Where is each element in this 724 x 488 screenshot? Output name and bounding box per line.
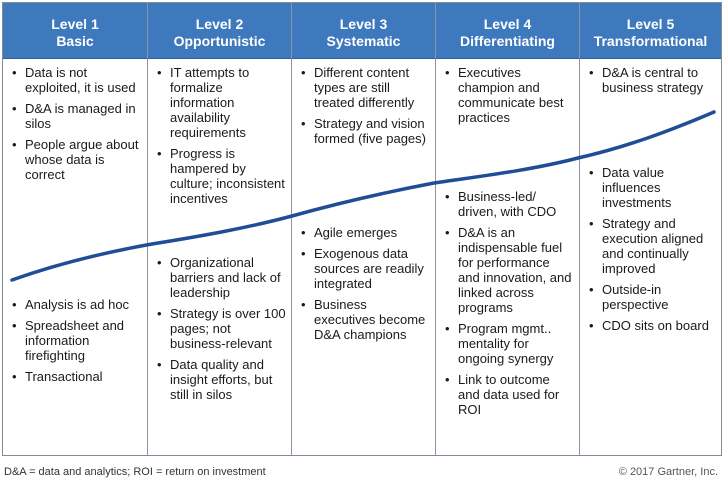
level-2-column: Level 2 Opportunistic IT attempts to for…: [147, 3, 291, 455]
level-1-lower-list: Analysis is ad hoc Spreadsheet and infor…: [3, 297, 147, 390]
level-5-header: Level 5 Transformational: [580, 3, 721, 59]
list-item: Analysis is ad hoc: [3, 297, 147, 312]
level-1-number: Level 1: [51, 16, 99, 32]
level-2-name: Opportunistic: [173, 33, 266, 49]
list-item: Executives champion and communicate best…: [436, 65, 579, 125]
list-item: D&A is central to business strategy: [580, 65, 721, 95]
list-item: CDO sits on board: [580, 318, 721, 333]
list-item: People argue about whose data is correct: [3, 137, 147, 182]
level-1-upper-list: Data is not exploited, it is used D&A is…: [3, 65, 147, 188]
level-4-upper-list: Executives champion and communicate best…: [436, 65, 579, 131]
list-item: D&A is an indispensable fuel for perform…: [436, 225, 579, 315]
level-5-upper-list: D&A is central to business strategy: [580, 65, 721, 101]
level-4-lower-list: Business-led/ driven, with CDO D&A is an…: [436, 189, 579, 423]
level-3-number: Level 3: [339, 16, 388, 32]
list-item: Different content types are still treate…: [292, 65, 435, 110]
list-item: Progress is hampered by culture; inconsi…: [148, 146, 291, 206]
level-3-header: Level 3 Systematic: [292, 3, 435, 59]
list-item: IT attempts to formalize information ava…: [148, 65, 291, 140]
level-4-number: Level 4: [483, 16, 532, 32]
level-1-header: Level 1 Basic: [3, 3, 147, 59]
level-3-lower-list: Agile emerges Exogenous data sources are…: [292, 225, 435, 348]
level-2-lower-list: Organizational barriers and lack of lead…: [148, 255, 291, 408]
list-item: Outside-in perspective: [580, 282, 721, 312]
level-1-column: Level 1 Basic Data is not exploited, it …: [3, 3, 147, 455]
list-item: Business-led/ driven, with CDO: [436, 189, 579, 219]
level-3-column: Level 3 Systematic Different content typ…: [291, 3, 435, 455]
list-item: Transactional: [3, 369, 147, 384]
level-5-name: Transformational: [593, 33, 708, 49]
list-item: D&A is managed in silos: [3, 101, 147, 131]
level-4-column: Level 4 Differentiating Executives champ…: [435, 3, 579, 455]
footnote: D&A = data and analytics; ROI = return o…: [4, 466, 266, 478]
copyright: © 2017 Gartner, Inc.: [618, 466, 718, 478]
list-item: Organizational barriers and lack of lead…: [148, 255, 291, 300]
level-4-name: Differentiating: [460, 33, 555, 49]
maturity-model-table: Level 1 Basic Data is not exploited, it …: [2, 2, 722, 456]
list-item: Strategy is over 100 pages; not business…: [148, 306, 291, 351]
level-2-number: Level 2: [195, 16, 244, 32]
level-4-header: Level 4 Differentiating: [436, 3, 579, 59]
list-item: Program mgmt.. mentality for ongoing syn…: [436, 321, 579, 366]
level-5-number: Level 5: [626, 16, 675, 32]
list-item: Data quality and insight efforts, but st…: [148, 357, 291, 402]
level-1-name: Basic: [56, 33, 94, 49]
list-item: Strategy and vision formed (five pages): [292, 116, 435, 146]
list-item: Data is not exploited, it is used: [3, 65, 147, 95]
level-3-name: Systematic: [326, 33, 401, 49]
level-2-header: Level 2 Opportunistic: [148, 3, 291, 59]
list-item: Agile emerges: [292, 225, 435, 240]
level-5-lower-list: Data value influences investments Strate…: [580, 165, 721, 339]
list-item: Spreadsheet and information firefighting: [3, 318, 147, 363]
list-item: Exogenous data sources are readily integ…: [292, 246, 435, 291]
list-item: Business executives become D&A champions: [292, 297, 435, 342]
list-item: Link to outcome and data used for ROI: [436, 372, 579, 417]
level-5-column: Level 5 Transformational D&A is central …: [579, 3, 721, 455]
list-item: Strategy and execution aligned and conti…: [580, 216, 721, 276]
level-2-upper-list: IT attempts to formalize information ava…: [148, 65, 291, 212]
level-3-upper-list: Different content types are still treate…: [292, 65, 435, 152]
list-item: Data value influences investments: [580, 165, 721, 210]
